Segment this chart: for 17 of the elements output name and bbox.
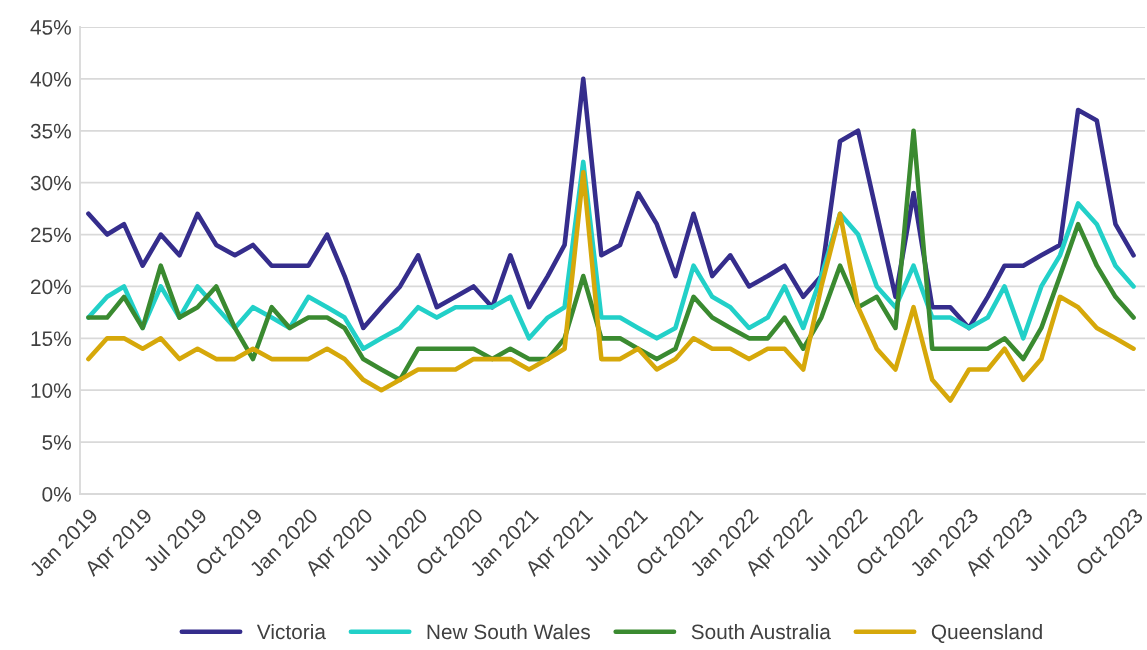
- y-tick-label: 45%: [30, 20, 71, 35]
- legend-label: South Australia: [691, 623, 831, 640]
- legend-label: New South Wales: [427, 623, 590, 640]
- legend-label: Queensland: [931, 623, 1042, 643]
- y-tick-label: 15%: [31, 331, 71, 347]
- y-tick-label: 30%: [30, 175, 71, 191]
- line-series: [86, 128, 1136, 383]
- y-tick-label: 20%: [31, 279, 71, 295]
- y-tick-label: 40%: [30, 71, 71, 87]
- line-series: [86, 170, 1136, 403]
- y-tick-label: 10%: [31, 383, 71, 398]
- y-tick-label: 0%: [42, 487, 71, 502]
- legend-label: Victoria: [256, 623, 326, 640]
- y-tick-label: 5%: [42, 435, 71, 450]
- y-tick-label: 25%: [31, 227, 71, 243]
- line-series: [86, 76, 1136, 331]
- y-tick-label: 35%: [30, 123, 71, 139]
